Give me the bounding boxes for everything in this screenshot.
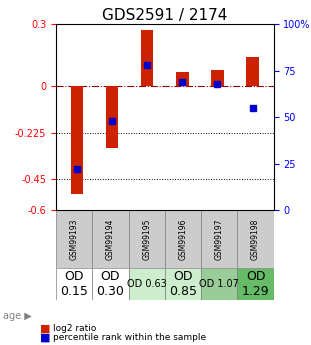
FancyBboxPatch shape bbox=[56, 268, 92, 300]
FancyBboxPatch shape bbox=[92, 268, 128, 300]
FancyBboxPatch shape bbox=[165, 268, 201, 300]
Text: GSM99193: GSM99193 bbox=[70, 218, 79, 260]
FancyBboxPatch shape bbox=[92, 210, 128, 268]
Bar bbox=[141, 30, 153, 86]
Text: GSM99197: GSM99197 bbox=[215, 218, 224, 260]
Text: GSM99195: GSM99195 bbox=[142, 218, 151, 260]
Text: ■: ■ bbox=[40, 324, 51, 333]
Text: OD 0.63: OD 0.63 bbox=[127, 279, 167, 289]
Text: age ▶: age ▶ bbox=[3, 311, 32, 321]
FancyBboxPatch shape bbox=[165, 210, 201, 268]
FancyBboxPatch shape bbox=[128, 268, 165, 300]
Title: GDS2591 / 2174: GDS2591 / 2174 bbox=[102, 8, 228, 23]
Text: ■: ■ bbox=[40, 333, 51, 342]
Bar bbox=[211, 70, 224, 86]
Bar bbox=[176, 72, 188, 86]
FancyBboxPatch shape bbox=[237, 268, 274, 300]
Bar bbox=[71, 86, 83, 194]
FancyBboxPatch shape bbox=[56, 210, 92, 268]
Text: percentile rank within the sample: percentile rank within the sample bbox=[53, 333, 206, 342]
Text: OD
0.15: OD 0.15 bbox=[60, 270, 88, 298]
Text: GSM99198: GSM99198 bbox=[251, 218, 260, 260]
FancyBboxPatch shape bbox=[128, 210, 165, 268]
Text: log2 ratio: log2 ratio bbox=[53, 324, 96, 333]
FancyBboxPatch shape bbox=[237, 210, 274, 268]
Text: OD
1.29: OD 1.29 bbox=[242, 270, 269, 298]
Bar bbox=[246, 57, 259, 86]
Bar bbox=[106, 86, 118, 148]
Text: OD
0.30: OD 0.30 bbox=[96, 270, 124, 298]
Text: GSM99196: GSM99196 bbox=[179, 218, 188, 260]
Text: OD 1.07: OD 1.07 bbox=[199, 279, 239, 289]
Text: OD
0.85: OD 0.85 bbox=[169, 270, 197, 298]
FancyBboxPatch shape bbox=[201, 210, 237, 268]
FancyBboxPatch shape bbox=[201, 268, 237, 300]
Text: GSM99194: GSM99194 bbox=[106, 218, 115, 260]
